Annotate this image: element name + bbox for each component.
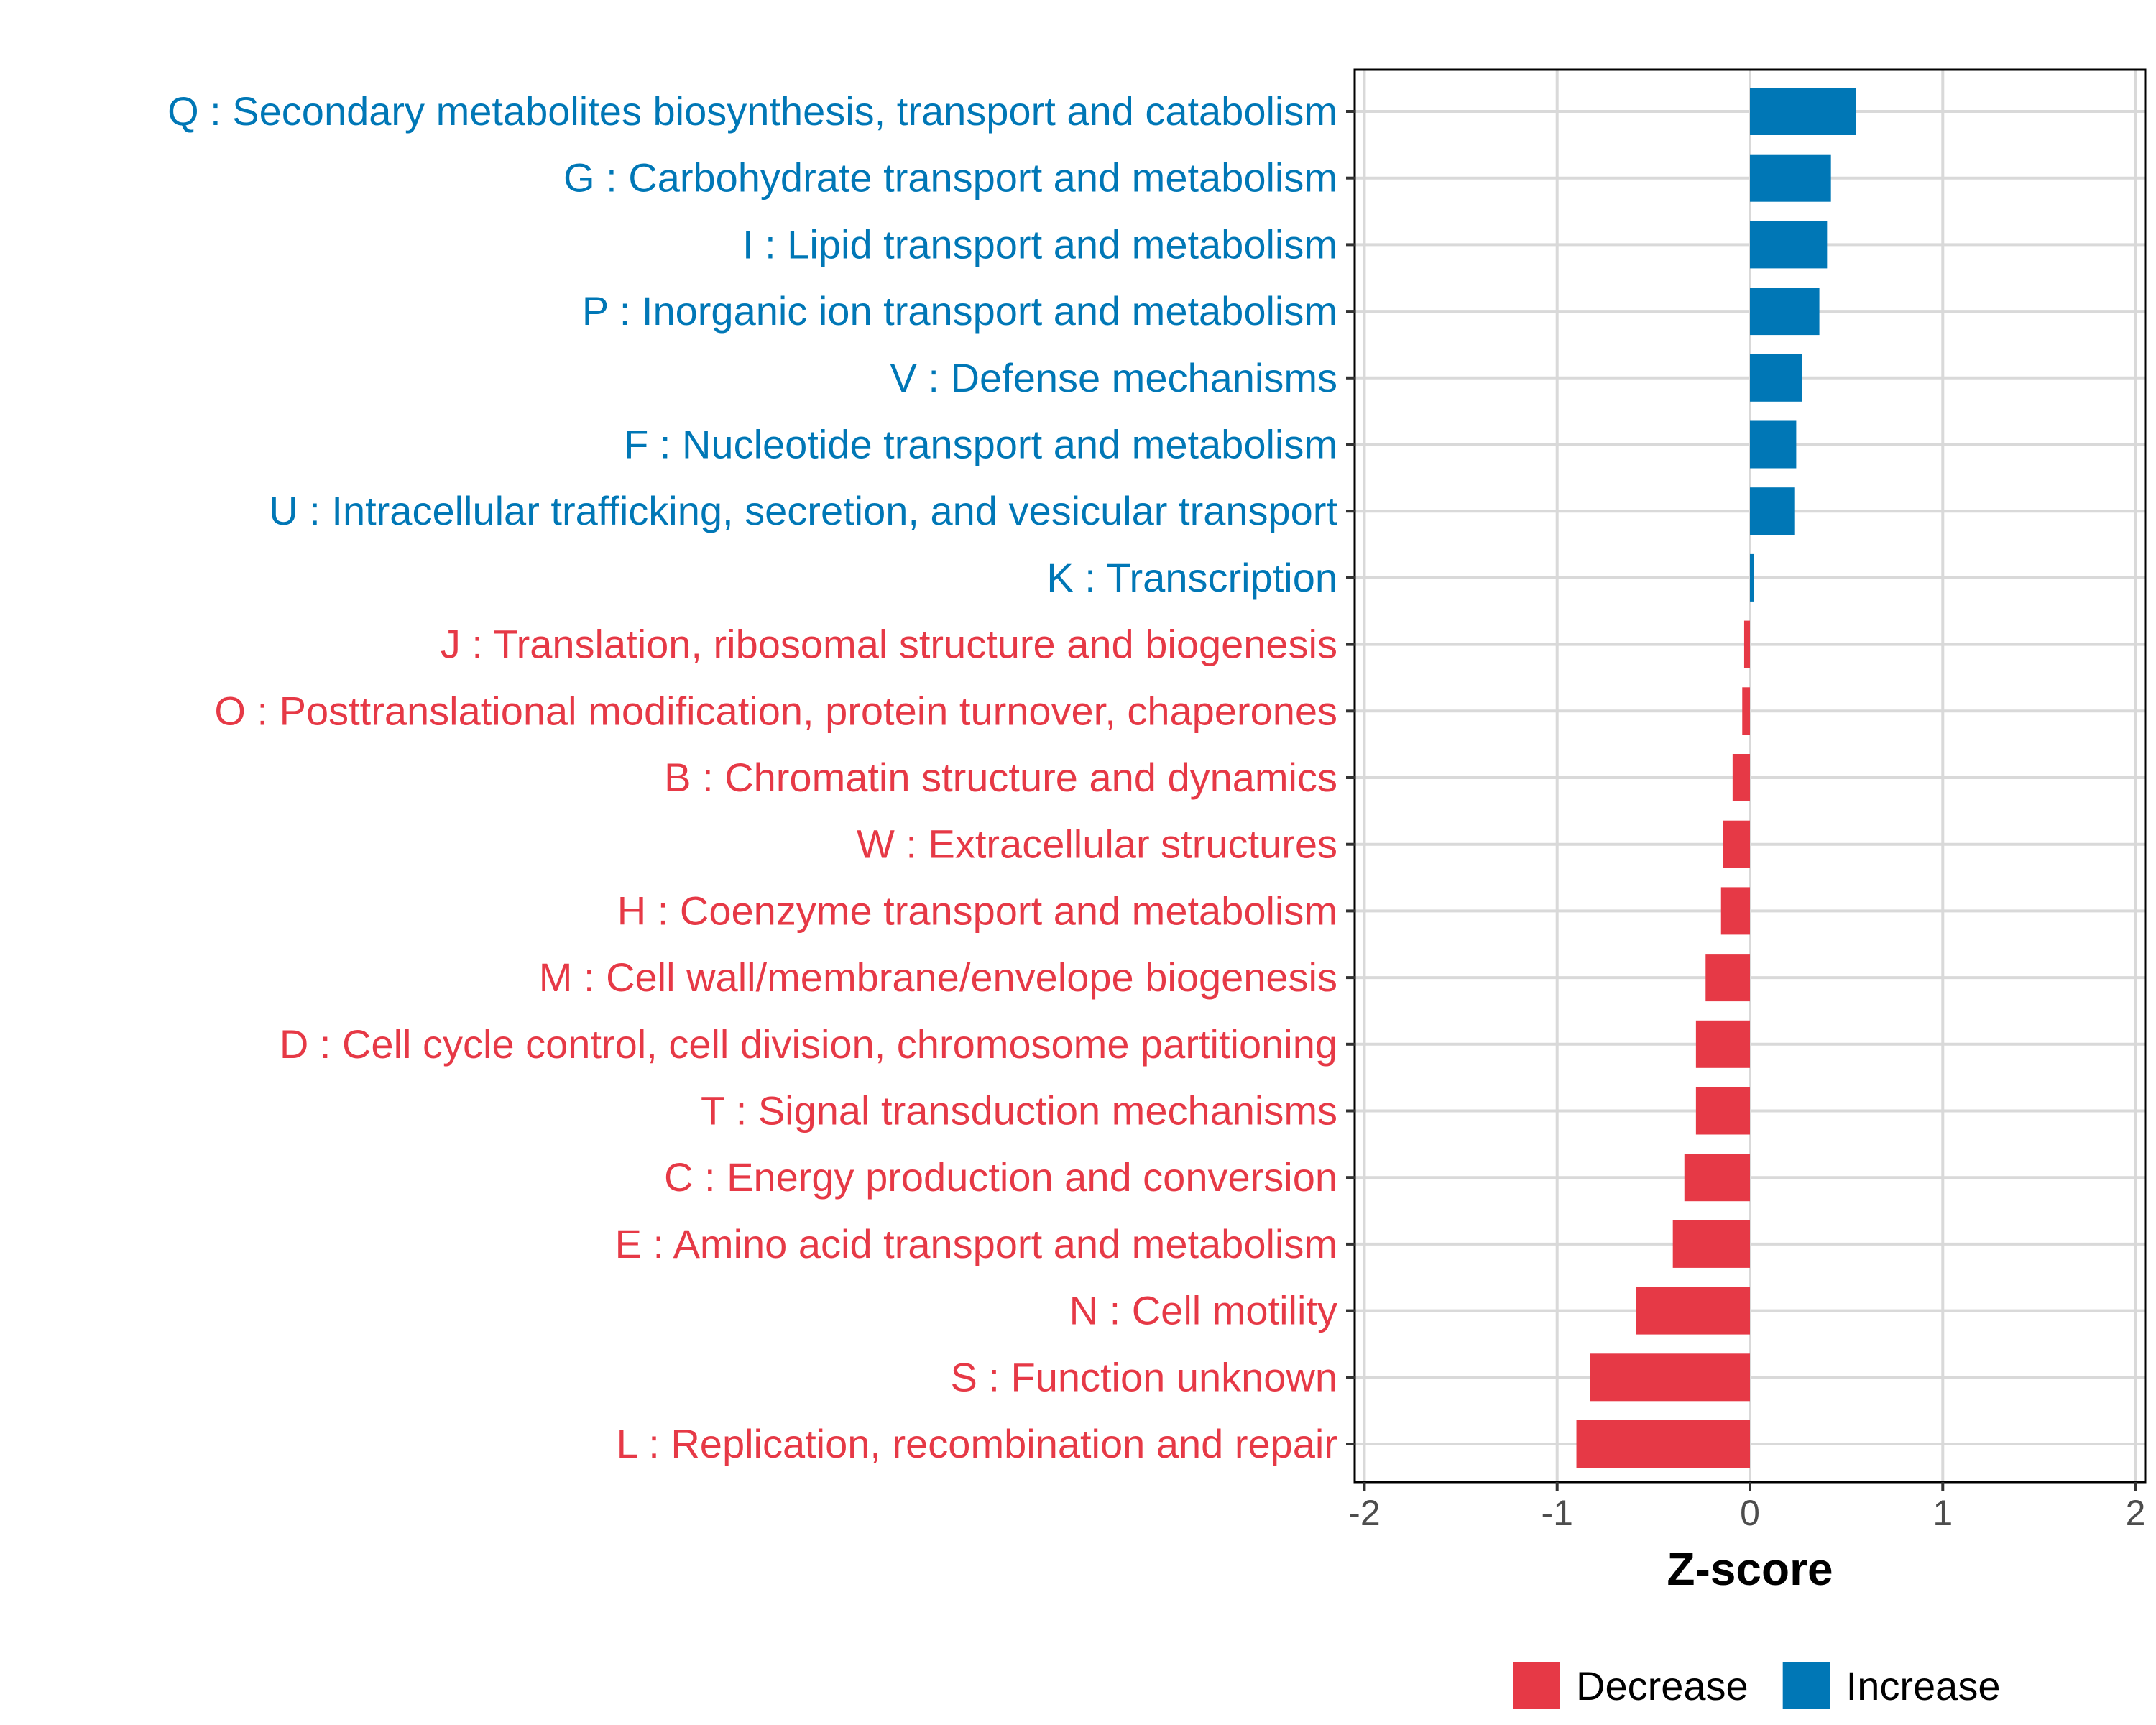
bar (1705, 954, 1750, 1002)
category-label: H : Coenzyme transport and metabolism (617, 888, 1337, 933)
bar (1750, 420, 1797, 469)
category-label: F : Nucleotide transport and metabolism (624, 422, 1337, 467)
bar (1684, 1154, 1750, 1202)
category-label: K : Transcription (1046, 555, 1337, 600)
bar (1742, 687, 1750, 735)
legend: Decrease Increase (1513, 1662, 2000, 1709)
category-label: L : Replication, recombination and repai… (617, 1421, 1337, 1466)
category-label: E : Amino acid transport and metabolism (615, 1221, 1337, 1266)
category-label: J : Translation, ribosomal structure and… (441, 622, 1337, 667)
bar (1750, 487, 1795, 535)
category-label: P : Inorganic ion transport and metaboli… (582, 288, 1337, 334)
category-labels: Q : Secondary metabolites biosynthesis, … (167, 88, 1355, 1466)
category-label: U : Intracellular trafficking, secretion… (269, 488, 1337, 533)
bar (1750, 154, 1831, 202)
category-label: N : Cell motility (1069, 1288, 1337, 1333)
bar (1732, 754, 1750, 801)
category-label: C : Energy production and conversion (664, 1154, 1337, 1200)
bar (1576, 1420, 1750, 1468)
x-tick-label: 0 (1740, 1493, 1760, 1533)
bar (1750, 221, 1828, 269)
category-label: Q : Secondary metabolites biosynthesis, … (167, 88, 1337, 134)
category-label: G : Carbohydrate transport and metabolis… (563, 155, 1337, 201)
bar (1590, 1353, 1750, 1402)
x-tick-label: 1 (1932, 1493, 1953, 1533)
category-label: I : Lipid transport and metabolism (742, 221, 1337, 267)
legend-label-increase: Increase (1846, 1663, 2001, 1708)
bar (1636, 1287, 1750, 1335)
bar (1723, 820, 1750, 868)
bar (1695, 1020, 1750, 1068)
legend-key-decrease (1513, 1662, 1560, 1709)
bar (1695, 1087, 1750, 1135)
category-label: D : Cell cycle control, cell division, c… (280, 1021, 1337, 1067)
x-tick-label: -2 (1348, 1493, 1380, 1533)
category-label: V : Defense mechanisms (890, 355, 1337, 400)
legend-label-decrease: Decrease (1576, 1663, 1749, 1708)
bar (1750, 354, 1802, 402)
x-axis: -2 -1 0 1 2 (1348, 1482, 2145, 1533)
bar (1743, 620, 1750, 668)
bar (1750, 288, 1820, 336)
category-label: S : Function unknown (950, 1354, 1337, 1399)
category-label: M : Cell wall/membrane/envelope biogenes… (539, 954, 1337, 1000)
bars (1576, 88, 1856, 1468)
bar (1750, 553, 1754, 602)
bar (1720, 887, 1750, 935)
bar (1672, 1220, 1750, 1268)
category-label: T : Signal transduction mechanisms (701, 1088, 1337, 1133)
category-label: W : Extracellular structures (857, 822, 1337, 867)
bar (1750, 88, 1856, 135)
x-tick-label: -1 (1541, 1493, 1572, 1533)
category-label: B : Chromatin structure and dynamics (664, 755, 1337, 800)
category-label: O : Posttranslational modification, prot… (214, 688, 1337, 733)
x-axis-title: Z-score (1667, 1543, 1833, 1595)
legend-key-increase (1782, 1662, 1830, 1709)
x-tick-label: 2 (2126, 1493, 2146, 1533)
